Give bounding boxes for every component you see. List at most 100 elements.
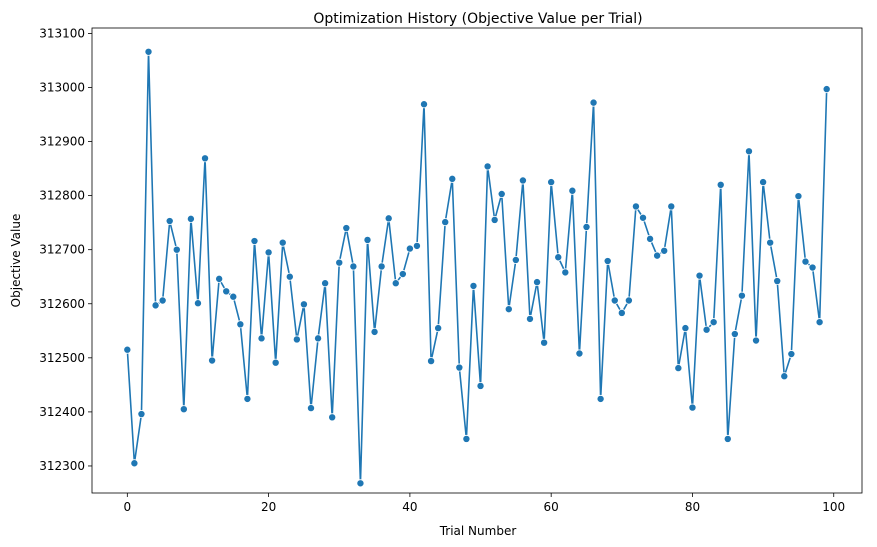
data-point xyxy=(278,238,287,247)
data-point xyxy=(815,318,824,327)
data-point xyxy=(208,356,217,365)
data-point xyxy=(589,98,598,107)
data-point xyxy=(144,47,153,56)
data-point xyxy=(405,244,414,253)
data-point xyxy=(801,257,810,266)
data-point xyxy=(610,296,619,305)
data-point xyxy=(730,330,739,339)
data-point xyxy=(483,162,492,171)
data-point xyxy=(186,214,195,223)
data-point xyxy=(299,300,308,309)
data-point xyxy=(356,479,365,488)
data-point xyxy=(391,279,400,288)
data-point xyxy=(193,299,202,308)
data-point xyxy=(631,202,640,211)
data-point xyxy=(490,215,499,224)
data-point xyxy=(794,192,803,201)
chart-title: Optimization History (Objective Value pe… xyxy=(313,11,642,27)
data-point xyxy=(617,308,626,317)
data-point xyxy=(384,214,393,223)
data-point xyxy=(787,350,796,359)
data-point xyxy=(229,292,238,301)
data-point xyxy=(370,327,379,336)
y-axis-label: Objective Value xyxy=(9,214,23,308)
x-tick-label: 0 xyxy=(124,500,132,514)
data-point xyxy=(335,258,344,267)
x-axis: 0 20 40 60 80 100 xyxy=(124,493,845,514)
data-point xyxy=(511,255,520,264)
data-point xyxy=(744,147,753,156)
y-axis: 312300 312400 312500 312600 312700 312800 3129… xyxy=(39,26,92,473)
data-point xyxy=(328,413,337,422)
data-point xyxy=(716,180,725,189)
data-point xyxy=(462,434,471,443)
series-points xyxy=(123,47,831,488)
data-point xyxy=(201,154,210,163)
data-point xyxy=(759,178,768,187)
data-point xyxy=(222,287,231,296)
y-tick-label: 312800 xyxy=(39,189,85,203)
data-point xyxy=(179,405,188,414)
data-point xyxy=(420,100,429,109)
data-point xyxy=(766,238,775,247)
data-point xyxy=(306,404,315,413)
data-point xyxy=(624,296,633,305)
data-point xyxy=(455,363,464,372)
data-point xyxy=(504,305,513,314)
data-point xyxy=(752,336,761,345)
x-tick-label: 100 xyxy=(822,500,845,514)
data-point xyxy=(250,237,259,246)
data-point xyxy=(723,434,732,443)
data-point xyxy=(377,262,386,271)
y-tick-label: 312900 xyxy=(39,135,85,149)
data-point xyxy=(285,272,294,281)
data-point xyxy=(165,217,174,226)
data-point xyxy=(321,279,330,288)
data-point xyxy=(596,394,605,403)
data-point xyxy=(469,281,478,290)
data-point xyxy=(434,324,443,333)
data-point xyxy=(398,270,407,279)
x-axis-label: Trial Number xyxy=(439,524,517,538)
plot-area-frame xyxy=(91,27,863,494)
x-tick-label: 60 xyxy=(544,500,559,514)
data-point xyxy=(540,338,549,347)
data-point xyxy=(737,291,746,300)
data-point xyxy=(646,234,655,243)
data-point xyxy=(448,174,457,183)
data-point xyxy=(533,278,542,287)
data-point xyxy=(497,189,506,198)
x-tick-label: 20 xyxy=(261,500,276,514)
data-point xyxy=(653,251,662,260)
data-point xyxy=(709,318,718,327)
data-point xyxy=(363,235,372,244)
data-point xyxy=(292,335,301,344)
data-point xyxy=(688,403,697,412)
data-point xyxy=(314,334,323,343)
data-point xyxy=(547,178,556,187)
data-point xyxy=(476,381,485,390)
data-point xyxy=(554,253,563,262)
data-point xyxy=(158,296,167,305)
data-point xyxy=(667,202,676,211)
data-point xyxy=(123,345,132,354)
data-point xyxy=(151,301,160,310)
data-point xyxy=(342,224,351,233)
data-point xyxy=(568,186,577,195)
data-point xyxy=(130,459,139,468)
data-point xyxy=(518,176,527,185)
y-tick-label: 312500 xyxy=(39,351,85,365)
data-point xyxy=(427,357,436,366)
data-point xyxy=(674,364,683,373)
y-tick-label: 312600 xyxy=(39,297,85,311)
data-point xyxy=(215,274,224,283)
x-tick-label: 40 xyxy=(402,500,417,514)
y-tick-label: 313100 xyxy=(39,26,85,40)
data-point xyxy=(525,314,534,323)
data-point xyxy=(349,262,358,271)
data-point xyxy=(660,246,669,255)
data-point xyxy=(582,222,591,231)
data-point xyxy=(412,241,421,250)
y-tick-label: 312400 xyxy=(39,405,85,419)
